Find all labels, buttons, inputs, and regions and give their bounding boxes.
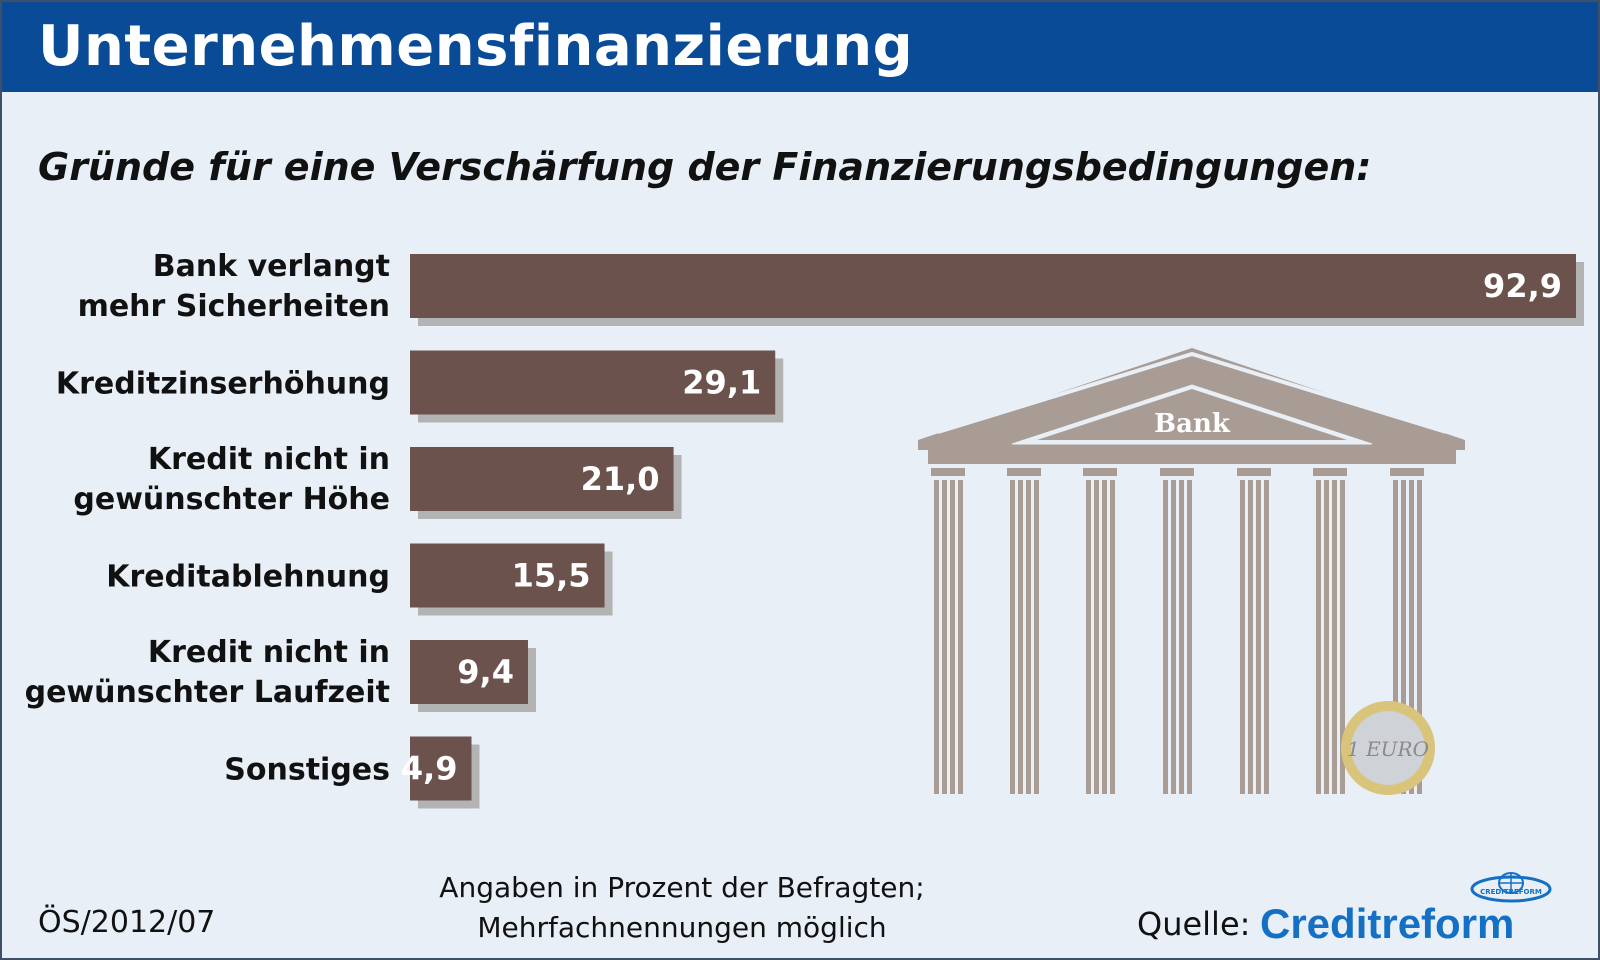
coin-text: 1 EURO [1347, 737, 1429, 761]
bar-value-label: 29,1 [682, 364, 761, 402]
bar [410, 350, 776, 415]
category-label: gewünschter Laufzeit [25, 675, 390, 710]
bank-column [1083, 468, 1117, 794]
bar [410, 640, 528, 704]
bar-value-label: 4,9 [401, 750, 458, 788]
category-label: Kreditablehnung [106, 560, 390, 595]
bank-column [1313, 468, 1347, 794]
bank-sign: Bank [1154, 409, 1231, 439]
creditreform-logo-icon: CREDITREFORM [1470, 872, 1552, 903]
header-bar: Unternehmensfinanzierung [2, 2, 1598, 92]
category-label: mehr Sicherheiten [78, 289, 390, 324]
bar [410, 736, 472, 801]
bar [410, 447, 674, 511]
footnote-line-2: Mehrfachnennungen möglich [477, 911, 887, 944]
bank-column [931, 468, 965, 794]
bank-column [1390, 468, 1424, 794]
bar-value-label: 21,0 [581, 460, 660, 498]
category-label: Kredit nicht in [148, 442, 390, 477]
bar-chart: Bank 1 EURO 92,9 Bank verlangt mehr Sicher… [25, 249, 1584, 809]
category-label: Kreditzinserhöhung [56, 367, 390, 402]
bar-value-label: 15,5 [512, 557, 591, 595]
category-label: Kredit nicht in [148, 635, 390, 670]
source-label: Quelle: [1137, 905, 1251, 943]
bar [410, 543, 605, 608]
category-label: Bank verlangt [153, 249, 390, 284]
page-title: Unternehmensfinanzierung [38, 14, 914, 79]
logo-text: CREDITREFORM [1480, 888, 1542, 896]
bar-value-label: 9,4 [457, 653, 514, 691]
category-label: Sonstiges [224, 753, 390, 788]
bar [410, 254, 1576, 318]
bank-building-icon: Bank 1 EURO [918, 348, 1465, 795]
source-brand: Creditreform [1260, 900, 1515, 947]
bar-value-label: 92,9 [1483, 267, 1562, 305]
category-label: gewünschter Höhe [73, 482, 390, 517]
bank-column [1007, 468, 1041, 794]
footnote: Angaben in Prozent der Befragten; Mehrfa… [422, 868, 942, 948]
footnote-line-1: Angaben in Prozent der Befragten; [439, 871, 925, 904]
bank-column [1160, 468, 1194, 794]
chart-code: ÖS/2012/07 [38, 905, 216, 940]
bank-column [1237, 468, 1271, 794]
euro-coin-icon: 1 EURO [1341, 701, 1435, 795]
chart-subtitle: Gründe für eine Verschärfung der Finanzi… [38, 145, 1372, 189]
